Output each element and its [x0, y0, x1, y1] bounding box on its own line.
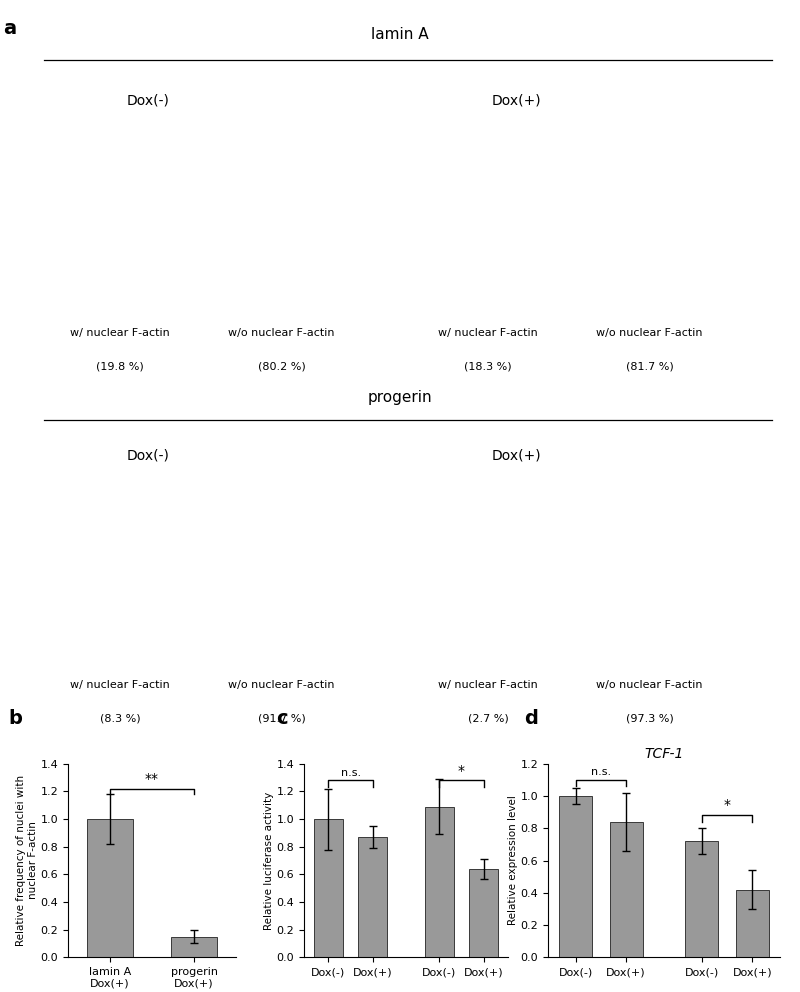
Ellipse shape [592, 500, 705, 637]
Y-axis label: Relative frequency of nuclei with
nuclear F-actin: Relative frequency of nuclei with nuclea… [16, 775, 38, 946]
Ellipse shape [242, 146, 325, 289]
Text: Dox(+): Dox(+) [491, 93, 541, 107]
Ellipse shape [470, 520, 536, 595]
Ellipse shape [61, 162, 186, 274]
Text: w/o nuclear F-actin: w/o nuclear F-actin [596, 681, 703, 690]
Text: *: * [458, 764, 465, 778]
Ellipse shape [69, 499, 178, 639]
Text: (80.2 %): (80.2 %) [258, 361, 306, 371]
Text: a: a [3, 19, 16, 38]
Text: w/ nuclear F-actin: w/ nuclear F-actin [70, 328, 170, 338]
Text: (19.8 %): (19.8 %) [96, 361, 144, 371]
Ellipse shape [426, 162, 551, 274]
Bar [559, 796, 592, 957]
Ellipse shape [432, 508, 509, 591]
Y-axis label: Relative luciferase activity: Relative luciferase activity [264, 792, 274, 930]
Text: n.s.: n.s. [591, 767, 611, 777]
Ellipse shape [453, 543, 506, 602]
Text: (8.3 %): (8.3 %) [100, 713, 140, 723]
Text: (18.3 %): (18.3 %) [464, 361, 512, 371]
Text: (91.7 %): (91.7 %) [258, 713, 306, 723]
Ellipse shape [651, 527, 681, 561]
Ellipse shape [232, 503, 335, 635]
Text: d: d [524, 709, 538, 728]
Bar [610, 821, 642, 957]
Y-axis label: Relative expression level: Relative expression level [508, 796, 518, 926]
Ellipse shape [584, 152, 706, 283]
Ellipse shape [586, 154, 705, 282]
Title: TCF-1: TCF-1 [644, 747, 684, 761]
Text: w/o nuclear F-actin: w/o nuclear F-actin [228, 681, 335, 690]
Bar [314, 819, 343, 957]
Ellipse shape [241, 144, 326, 292]
Bar [425, 806, 454, 957]
Text: Dox(-): Dox(-) [126, 93, 170, 107]
Text: (2.7 %): (2.7 %) [468, 713, 508, 723]
Text: Dox(+): Dox(+) [491, 448, 541, 463]
Text: w/ nuclear F-actin: w/ nuclear F-actin [438, 681, 538, 690]
Text: w/o nuclear F-actin: w/o nuclear F-actin [228, 328, 335, 338]
Ellipse shape [238, 140, 329, 296]
Ellipse shape [459, 561, 524, 629]
Text: w/ nuclear F-actin: w/ nuclear F-actin [70, 681, 170, 690]
Bar [358, 837, 387, 957]
Ellipse shape [234, 505, 334, 633]
Text: (81.7 %): (81.7 %) [626, 361, 674, 371]
Text: (97.3 %): (97.3 %) [626, 713, 674, 723]
Ellipse shape [430, 165, 548, 270]
Ellipse shape [609, 516, 644, 554]
Text: lamin A: lamin A [371, 27, 429, 42]
Ellipse shape [72, 503, 175, 635]
Bar [87, 819, 133, 957]
Text: **: ** [145, 772, 159, 786]
Text: b: b [8, 709, 22, 728]
Bar [171, 936, 217, 957]
Ellipse shape [62, 163, 185, 272]
Ellipse shape [70, 501, 177, 637]
Text: w/ nuclear F-actin: w/ nuclear F-actin [438, 328, 538, 338]
Ellipse shape [230, 501, 337, 637]
Ellipse shape [587, 156, 703, 280]
Text: w/o nuclear F-actin: w/o nuclear F-actin [596, 328, 703, 338]
Ellipse shape [594, 503, 703, 635]
Ellipse shape [240, 142, 327, 294]
Text: progerin: progerin [368, 390, 432, 405]
Text: c: c [276, 709, 288, 728]
Ellipse shape [658, 572, 684, 602]
Ellipse shape [589, 157, 702, 278]
Text: *: * [723, 799, 730, 812]
Ellipse shape [59, 160, 188, 275]
Ellipse shape [64, 165, 182, 270]
Ellipse shape [595, 505, 702, 633]
Ellipse shape [229, 499, 338, 639]
Text: Dox(-): Dox(-) [126, 448, 170, 463]
Text: n.s.: n.s. [341, 768, 361, 778]
Bar [686, 841, 718, 957]
Ellipse shape [74, 505, 174, 633]
Ellipse shape [424, 160, 553, 275]
Ellipse shape [626, 583, 656, 618]
Bar [736, 890, 769, 957]
Bar [469, 869, 498, 957]
Ellipse shape [427, 163, 550, 272]
